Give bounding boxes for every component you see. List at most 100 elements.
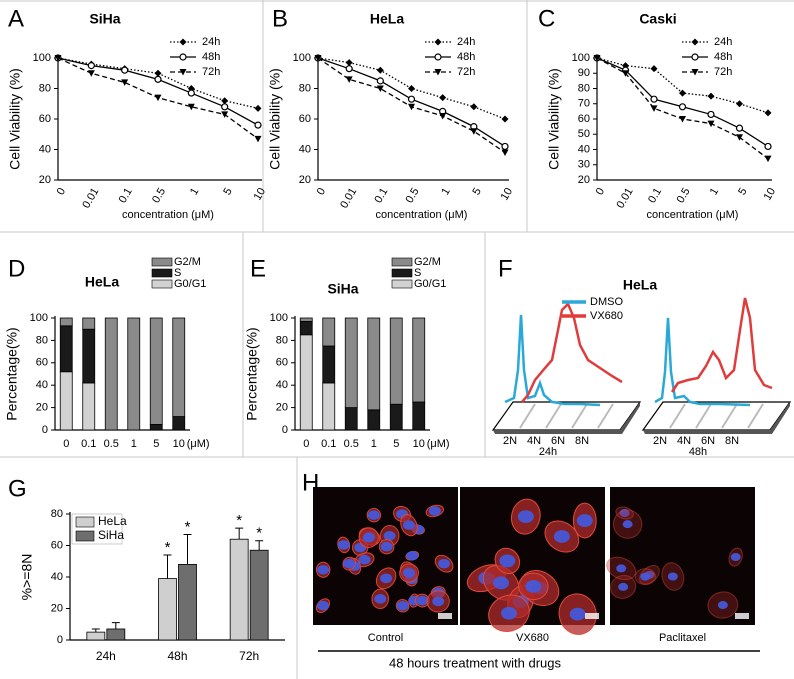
histogram-trace <box>654 317 751 407</box>
bar-segment <box>344 407 358 431</box>
bar-segment <box>322 345 336 384</box>
marker <box>121 66 129 74</box>
y-tick-label: 80 <box>299 82 311 94</box>
marker <box>650 105 658 112</box>
panel-letter: A <box>8 5 24 32</box>
x-unit: (μM) <box>427 438 450 450</box>
x-tick-label: 0.5 <box>104 438 119 450</box>
marker <box>679 89 686 97</box>
x-tick-label: 72h <box>239 649 259 663</box>
significance: * <box>236 512 242 529</box>
nucleus <box>569 607 586 621</box>
x-tick-label: 48h <box>167 649 187 663</box>
marker <box>407 95 416 103</box>
marker <box>501 142 509 151</box>
y-tick-label: 40 <box>39 143 51 155</box>
marker <box>254 135 262 143</box>
significance: * <box>185 518 191 535</box>
x-axis-label: concentration (μM) <box>122 209 214 221</box>
panel-label: 24h <box>539 446 557 458</box>
marker <box>376 85 384 92</box>
marker <box>501 149 509 157</box>
marker <box>154 75 162 83</box>
x-axis-label: concentration (μM) <box>647 209 739 221</box>
legend-marker <box>434 53 442 61</box>
y-tick-label: 50 <box>578 128 590 140</box>
y-tick-label: 40 <box>299 143 311 155</box>
panel-letter: G <box>8 475 27 502</box>
nucleus <box>402 520 415 530</box>
nucleus <box>640 572 651 581</box>
marker <box>314 55 322 62</box>
y-axis-label: %>=8N <box>19 554 35 601</box>
y-tick-label: 80 <box>276 334 288 346</box>
x-tick-label: 1 <box>131 438 137 450</box>
legend-label: G0/G1 <box>174 278 206 290</box>
bar <box>158 578 177 641</box>
nucleus <box>667 572 678 581</box>
nucleus <box>730 553 741 562</box>
x-tick-label: 4N <box>527 435 541 447</box>
y-tick-label: 40 <box>276 379 288 391</box>
legend-swatch <box>151 279 173 289</box>
bar-segment <box>412 317 426 403</box>
marker <box>345 65 353 73</box>
x-tick-label: 5 <box>470 186 483 197</box>
legend-marker <box>434 38 442 46</box>
nucleus <box>406 550 419 561</box>
nucleus <box>358 554 371 565</box>
marker <box>121 79 129 86</box>
bar-segment <box>412 401 426 431</box>
y-tick-label: 40 <box>51 571 63 583</box>
y-tick-label: 80 <box>51 508 63 520</box>
nucleus <box>493 576 510 590</box>
x-tick-label: 6N <box>701 435 715 447</box>
y-tick-label: 100 <box>572 52 590 64</box>
y-axis-label: Cell Viability (%) <box>7 68 23 170</box>
y-tick-label: 100 <box>30 312 48 324</box>
bar-segment <box>172 317 186 417</box>
bar-segment <box>149 423 163 431</box>
x-tick-label: 5 <box>736 186 749 197</box>
x-axis-label: concentration (μM) <box>376 209 468 221</box>
legend-swatch <box>151 257 173 267</box>
nucleus <box>343 558 356 569</box>
image-label: Paclitaxel <box>659 632 706 644</box>
y-tick-label: 40 <box>36 379 48 391</box>
x-tick-label: 0.1 <box>81 438 96 450</box>
panel-title: HeLa <box>370 11 404 27</box>
bar-segment <box>389 403 403 431</box>
bar-segment <box>127 317 141 431</box>
nucleus <box>374 594 387 604</box>
legend-marker <box>691 69 699 76</box>
legend-swatch <box>151 268 173 278</box>
histogram-trace <box>504 314 601 407</box>
marker <box>707 120 715 128</box>
x-tick-label: 0.1 <box>321 438 336 450</box>
marker <box>439 94 447 102</box>
bar-segment <box>59 325 73 373</box>
nucleus <box>337 540 350 550</box>
y-tick-label: 20 <box>36 402 48 414</box>
error-bar <box>163 554 172 579</box>
x-tick-label: 1 <box>439 186 452 197</box>
bar-segment <box>82 317 96 330</box>
legend-swatch <box>391 257 413 267</box>
marker <box>679 116 686 123</box>
x-tick-label: 1 <box>371 438 377 450</box>
error-bar <box>183 533 192 565</box>
platform-grid <box>695 403 712 429</box>
nucleus <box>500 606 517 620</box>
bar-segment <box>149 317 163 425</box>
marker <box>764 155 772 163</box>
bar-segment <box>344 317 358 408</box>
legend-label: VX680 <box>590 310 623 322</box>
legend-marker <box>179 38 187 46</box>
y-tick-label: 60 <box>299 113 311 125</box>
bar-segment <box>367 317 381 411</box>
nucleus <box>380 541 393 552</box>
legend-label: S <box>174 267 181 279</box>
y-tick-label: 60 <box>39 113 51 125</box>
legend-label: 48h <box>457 51 475 63</box>
y-tick-label: 0 <box>57 634 63 646</box>
